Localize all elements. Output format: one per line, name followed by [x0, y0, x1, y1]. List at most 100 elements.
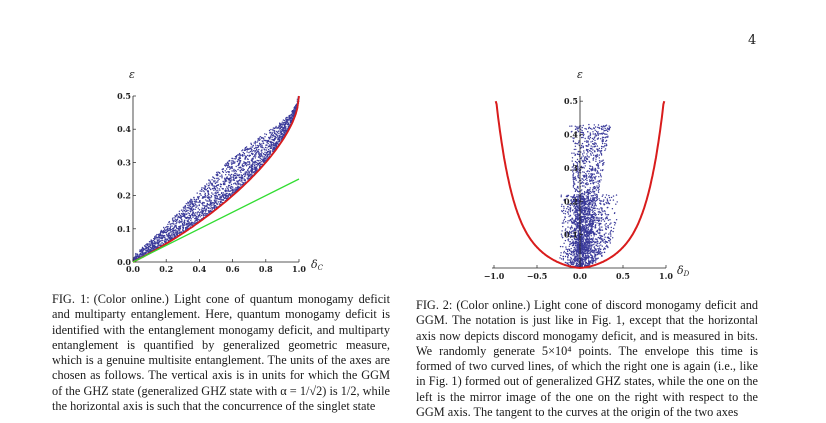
- fig2-point: [573, 148, 575, 151]
- fig2-point: [564, 216, 566, 218]
- fig2-point: [597, 213, 600, 216]
- fig2-point: [610, 226, 612, 229]
- fig2-point: [589, 250, 591, 252]
- fig2-point: [586, 241, 588, 244]
- fig1-point: [268, 129, 271, 132]
- fig2-point: [591, 199, 593, 202]
- fig1-point: [239, 183, 242, 185]
- fig2-point: [595, 248, 597, 250]
- fig2-point: [574, 248, 576, 250]
- fig2-point: [583, 179, 585, 182]
- fig2-point: [572, 240, 574, 242]
- fig2-point: [598, 176, 600, 178]
- fig2-point: [606, 127, 609, 129]
- fig2-point: [581, 136, 583, 139]
- fig1-point: [265, 133, 268, 136]
- fig2-point: [600, 147, 603, 150]
- fig2-point: [588, 123, 590, 126]
- fig1-point: [214, 180, 216, 182]
- fig2-point: [586, 153, 588, 155]
- fig2-point: [564, 255, 567, 258]
- fig1-point: [250, 166, 253, 168]
- fig2-point: [561, 222, 564, 224]
- fig2-point: [596, 172, 598, 174]
- fig2-point: [571, 157, 574, 159]
- fig2-point: [590, 203, 592, 205]
- fig2-point: [601, 195, 603, 197]
- fig2-point: [594, 247, 596, 250]
- fig2-point: [591, 198, 594, 201]
- fig2-point: [596, 170, 599, 173]
- fig2-point: [584, 222, 587, 224]
- fig2-point: [587, 136, 589, 138]
- fig2-point: [570, 258, 573, 260]
- fig2-point: [563, 222, 565, 224]
- fig2-point: [591, 254, 593, 257]
- fig1-point: [231, 170, 233, 172]
- fig1-point: [206, 206, 208, 208]
- fig2-point: [564, 252, 567, 254]
- fig2-point: [582, 146, 584, 149]
- fig1-point: [210, 182, 212, 185]
- fig2-point: [594, 238, 597, 240]
- fig2-point: [592, 202, 594, 204]
- fig2-point: [602, 219, 604, 221]
- fig2-point: [583, 157, 586, 159]
- fig2-point: [588, 240, 591, 242]
- fig2-point: [588, 156, 590, 158]
- fig2-point: [572, 255, 574, 257]
- fig2-point: [604, 240, 607, 242]
- fig2-point: [592, 138, 595, 141]
- fig2-point: [584, 258, 587, 260]
- fig2-point: [597, 133, 599, 135]
- fig2-point: [587, 183, 589, 185]
- fig2-point: [605, 245, 607, 248]
- fig2-point: [608, 202, 610, 205]
- fig1-point: [243, 152, 246, 155]
- fig2-point: [600, 125, 603, 128]
- fig1-point: [203, 191, 205, 193]
- fig2-point: [586, 233, 588, 235]
- fig2-point: [616, 201, 618, 203]
- fig2-point: [599, 203, 602, 205]
- fig1-point: [237, 154, 239, 156]
- fig2-point: [576, 243, 578, 245]
- fig2-point: [581, 212, 583, 214]
- fig2-point: [594, 129, 596, 131]
- fig2-point: [589, 175, 591, 177]
- fig1-point: [217, 189, 219, 191]
- fig2-point: [598, 185, 600, 187]
- fig1-point: [243, 161, 245, 163]
- fig2-point: [591, 258, 593, 260]
- fig2-point: [583, 150, 585, 152]
- fig2-point: [608, 237, 610, 239]
- fig2-point: [596, 145, 599, 147]
- fig2-point: [572, 175, 574, 177]
- fig2-point: [593, 181, 595, 184]
- fig2-point: [562, 255, 564, 258]
- fig2-point: [589, 231, 592, 233]
- fig1-point: [270, 135, 272, 137]
- fig2-point: [582, 252, 585, 254]
- fig2-point: [580, 212, 582, 214]
- fig2-point: [586, 141, 588, 143]
- fig2-point: [585, 262, 588, 264]
- fig2-point: [589, 192, 591, 195]
- fig2-point: [615, 194, 618, 196]
- fig2-point: [600, 174, 602, 177]
- fig2-point: [591, 231, 593, 233]
- fig2-point: [589, 187, 591, 189]
- fig2-point: [571, 222, 573, 225]
- fig2-point: [569, 211, 572, 213]
- fig2-point: [597, 190, 600, 192]
- fig2-point: [581, 159, 583, 162]
- fig2-point: [577, 173, 579, 175]
- fig2-point: [597, 245, 599, 247]
- fig2-point: [576, 213, 579, 215]
- fig2-point: [573, 246, 575, 249]
- fig2-point: [593, 124, 595, 126]
- fig2-point: [570, 256, 572, 259]
- fig2-point: [593, 186, 596, 188]
- fig2-point: [605, 129, 607, 132]
